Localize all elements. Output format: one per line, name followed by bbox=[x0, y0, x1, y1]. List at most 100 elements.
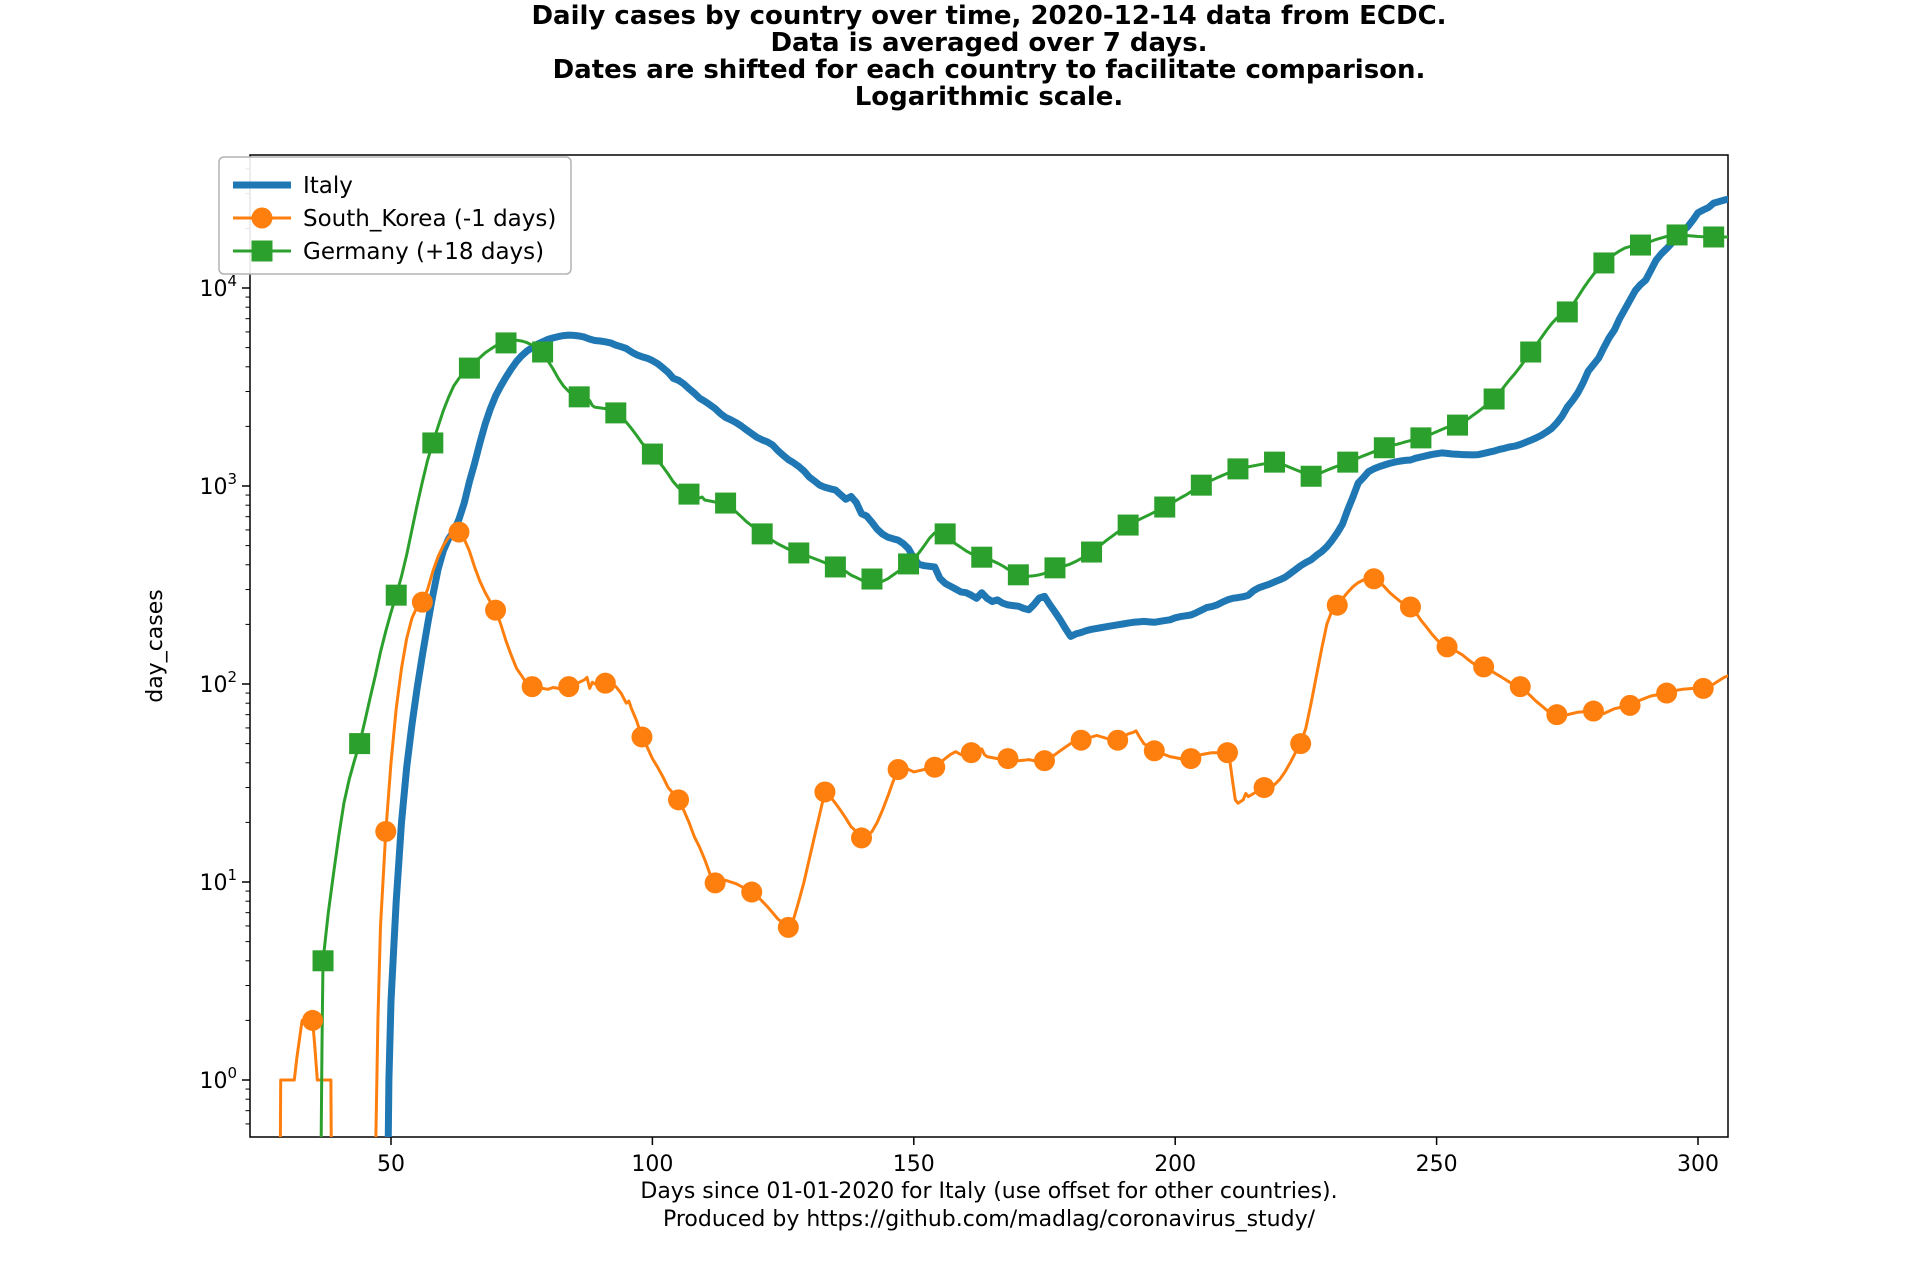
series-marker-germany-days bbox=[1007, 564, 1029, 586]
series-marker-south-korea-days bbox=[1143, 740, 1165, 762]
title-line-4: Logarithmic scale. bbox=[855, 82, 1124, 112]
series-marker-south-korea-days bbox=[924, 756, 946, 778]
series-marker-germany-days bbox=[1410, 427, 1432, 449]
title-line-2: Data is averaged over 7 days. bbox=[770, 28, 1207, 58]
series-line-italy bbox=[384, 195, 1728, 1137]
series-marker-south-korea-days bbox=[1436, 636, 1458, 658]
series-marker-germany-days bbox=[1703, 226, 1725, 248]
series-marker-germany-days bbox=[1337, 451, 1359, 473]
series-marker-south-korea-days bbox=[777, 916, 799, 938]
y-axis-label: day_cases bbox=[143, 589, 168, 703]
y-tick-label: 102 bbox=[199, 668, 237, 698]
series-marker-south-korea-days bbox=[558, 676, 580, 698]
series-marker-south-korea-days bbox=[411, 591, 433, 613]
series-marker-germany-days bbox=[788, 542, 810, 564]
title-line-3: Dates are shifted for each country to fa… bbox=[553, 55, 1426, 85]
legend-label-italy: Italy bbox=[303, 173, 353, 199]
legend-marker-circle-icon bbox=[251, 207, 273, 229]
series-marker-south-korea-days bbox=[1546, 704, 1568, 726]
legend-item-italy: Italy bbox=[233, 173, 353, 199]
series-marker-south-korea-days bbox=[594, 672, 616, 694]
series-marker-germany-days bbox=[1666, 224, 1688, 246]
legend: Italy South_Korea (-1 days) Germany (+18… bbox=[218, 156, 572, 275]
series-marker-south-korea-days bbox=[1692, 677, 1714, 699]
series-marker-germany-days bbox=[1447, 414, 1469, 436]
plot-frame bbox=[249, 154, 1729, 1138]
series-marker-germany-days bbox=[568, 386, 590, 408]
chart-title: Daily cases by country over time, 2020-1… bbox=[531, 1, 1446, 112]
series-marker-germany-days bbox=[1081, 541, 1103, 563]
x-tick-label: 300 bbox=[1677, 1152, 1719, 1177]
axis-ticks: 50 100 150 200 250 300 100 101 102 103 104 bbox=[199, 168, 1719, 1177]
series-marker-germany-days bbox=[824, 556, 846, 578]
y-tick-label: 101 bbox=[199, 866, 237, 896]
x-tick-label: 250 bbox=[1416, 1152, 1458, 1177]
series-marker-germany-days bbox=[1373, 437, 1395, 459]
legend-label-south-korea: South_Korea (-1 days) bbox=[303, 206, 556, 232]
series-marker-germany-days bbox=[898, 553, 920, 575]
series-marker-south-korea-days bbox=[448, 521, 470, 543]
series-marker-south-korea-days bbox=[631, 726, 653, 748]
x-axis-label-line-1: Days since 01-01-2020 for Italy (use off… bbox=[640, 1179, 1337, 1204]
series-marker-germany-days bbox=[1520, 341, 1542, 363]
series-marker-south-korea-days bbox=[851, 827, 873, 849]
series-marker-germany-days bbox=[751, 523, 773, 545]
series-marker-germany-days bbox=[1556, 301, 1578, 323]
series-marker-germany-days bbox=[312, 950, 334, 972]
series-marker-south-korea-days bbox=[814, 781, 836, 803]
series-marker-germany-days bbox=[1227, 458, 1249, 480]
series-marker-south-korea-days bbox=[1363, 568, 1385, 590]
legend-item-south-korea: South_Korea (-1 days) bbox=[233, 206, 556, 232]
x-axis-label-line-2: Produced by https://github.com/madlag/co… bbox=[663, 1207, 1316, 1232]
series-marker-germany-days bbox=[532, 341, 554, 363]
legend-label-germany: Germany (+18 days) bbox=[303, 239, 544, 265]
series-marker-south-korea-days bbox=[997, 748, 1019, 770]
series-marker-germany-days bbox=[422, 432, 444, 454]
series-marker-south-korea-days bbox=[1034, 750, 1055, 772]
series-marker-south-korea-days bbox=[375, 820, 397, 842]
series-marker-south-korea-days bbox=[521, 676, 543, 698]
series-marker-south-korea-days bbox=[1399, 596, 1421, 618]
series-marker-germany-days bbox=[1629, 234, 1651, 256]
series-marker-germany-days bbox=[1483, 388, 1505, 410]
series-marker-south-korea-days bbox=[668, 789, 690, 811]
series-marker-south-korea-days bbox=[1070, 729, 1092, 751]
series-marker-germany-days bbox=[861, 568, 883, 590]
series-marker-south-korea-days bbox=[1326, 594, 1348, 616]
series-marker-south-korea-days bbox=[1180, 748, 1202, 770]
series-marker-south-korea-days bbox=[1107, 729, 1129, 751]
series-marker-south-korea-days bbox=[1619, 694, 1641, 716]
series-marker-germany-days bbox=[971, 546, 993, 568]
title-line-1: Daily cases by country over time, 2020-1… bbox=[531, 1, 1446, 31]
series-marker-south-korea-days bbox=[704, 872, 726, 894]
series-marker-south-korea-days bbox=[485, 599, 507, 621]
series-marker-south-korea-days bbox=[1582, 700, 1604, 722]
series-marker-south-korea-days bbox=[1509, 676, 1531, 698]
series-marker-south-korea-days bbox=[302, 1009, 324, 1031]
series-marker-germany-days bbox=[934, 523, 956, 545]
series-marker-germany-days bbox=[458, 357, 480, 379]
x-tick-label: 50 bbox=[377, 1152, 405, 1177]
series-marker-germany-days bbox=[385, 584, 407, 606]
series-marker-germany-days bbox=[1593, 252, 1615, 274]
series-marker-germany-days bbox=[678, 483, 700, 505]
x-tick-label: 200 bbox=[1154, 1152, 1196, 1177]
series-marker-south-korea-days bbox=[1216, 742, 1238, 764]
series-marker-germany-days bbox=[1190, 474, 1212, 496]
series-marker-south-korea-days bbox=[1253, 777, 1275, 799]
series-marker-germany-days bbox=[1264, 451, 1286, 473]
series-marker-germany-days bbox=[605, 402, 627, 424]
series-marker-south-korea-days bbox=[1290, 733, 1312, 755]
series-marker-germany-days bbox=[349, 733, 371, 755]
legend-marker-square-icon bbox=[251, 240, 273, 262]
marker-group bbox=[302, 224, 1725, 1031]
x-tick-label: 100 bbox=[631, 1152, 673, 1177]
legend-box bbox=[218, 156, 572, 275]
y-tick-label: 104 bbox=[199, 272, 237, 302]
series-marker-germany-days bbox=[1300, 465, 1322, 487]
series-marker-germany-days bbox=[715, 492, 737, 514]
y-tick-label: 103 bbox=[199, 470, 237, 500]
series-marker-south-korea-days bbox=[741, 881, 763, 903]
legend-item-germany: Germany (+18 days) bbox=[233, 239, 544, 265]
